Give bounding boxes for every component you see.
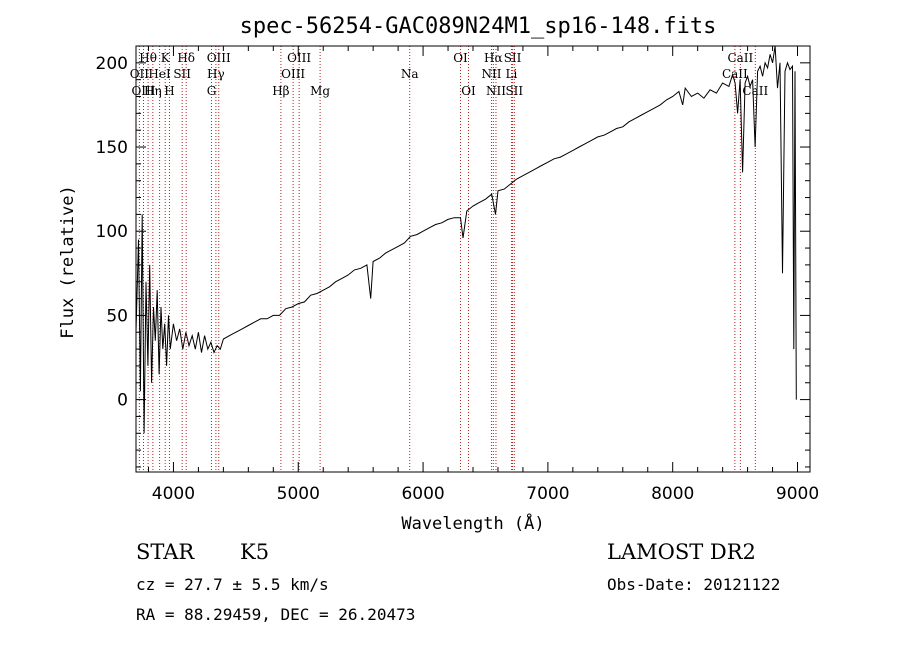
plot-frame	[135, 45, 811, 473]
object-class: STAR	[136, 540, 195, 564]
line-label-6: H	[164, 84, 174, 98]
line-label-12: Hβ	[272, 84, 289, 98]
line-label-11: G	[207, 84, 217, 98]
redshift-velocity: cz = 27.7 ± 5.5 km/s	[136, 575, 329, 594]
line-label-7: SII	[173, 67, 191, 81]
x-tick-label: 4000	[152, 484, 195, 504]
sky-coordinates: RA = 88.29459, DEC = 26.20473	[136, 605, 415, 624]
x-tick-label: 8000	[651, 484, 694, 504]
line-label-9: OIII	[207, 51, 231, 65]
line-label-0: Hθ	[139, 51, 157, 65]
line-label-3: HeI	[148, 67, 171, 81]
y-tick-label: 0	[117, 391, 128, 411]
object-subclass: K5	[240, 540, 269, 564]
line-label-1: OII	[130, 67, 150, 81]
line-label-27: CaII	[742, 84, 768, 98]
spectral-line-markers	[138, 46, 756, 472]
x-tick-label: 5000	[277, 484, 320, 504]
line-label-22: SII	[504, 51, 522, 65]
spectral-line-labels: Hθ OII OIII HeI Hη K H SII Hδ OIII Hγ G Hβ OIII OIII Mg…	[130, 51, 769, 98]
spectrum-line	[135, 45, 797, 434]
chart-title: spec-56254-GAC089N24M1_sp16-148.fits	[240, 14, 717, 39]
line-label-21: NII	[486, 84, 506, 98]
line-label-14: OIII	[281, 67, 305, 81]
line-label-10: Hγ	[207, 67, 225, 81]
line-label-16: Na	[401, 67, 419, 81]
line-label-15: Mg	[310, 84, 330, 98]
line-label-4: Hη	[144, 84, 162, 98]
line-label-2: OIII	[131, 84, 155, 98]
y-axis-ticks: 0 50 100 150 200	[96, 45, 810, 468]
y-tick-label: 50	[106, 306, 128, 326]
y-tick-label: 150	[96, 138, 128, 158]
line-label-5: K	[161, 51, 171, 65]
x-tick-label: 9000	[776, 484, 819, 504]
line-label-23: Li	[506, 67, 518, 81]
line-label-25: CaII	[727, 51, 753, 65]
line-label-19: Hα	[484, 51, 503, 65]
line-label-24: SII	[505, 84, 523, 98]
x-axis-label: Wavelength (Å)	[401, 512, 544, 534]
y-tick-label: 200	[96, 54, 128, 74]
y-tick-label: 100	[96, 222, 128, 242]
x-axis-ticks: 4000 5000 6000 7000 8000 9000	[147, 46, 819, 504]
observation-date: Obs-Date: 20121122	[607, 575, 780, 594]
y-axis-label: Flux (relative)	[58, 185, 78, 339]
line-label-18: OI	[461, 84, 476, 98]
line-label-17: OI	[453, 51, 468, 65]
line-label-26: CaII	[722, 67, 748, 81]
line-label-20: NII	[481, 67, 501, 81]
survey-name: LAMOST DR2	[607, 540, 756, 564]
line-label-8: Hδ	[177, 51, 195, 65]
x-tick-label: 7000	[526, 484, 569, 504]
line-label-13: OIII	[287, 51, 311, 65]
x-tick-label: 6000	[401, 484, 444, 504]
